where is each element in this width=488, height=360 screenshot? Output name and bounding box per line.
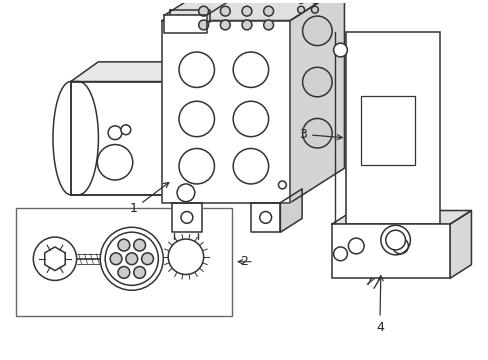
Circle shape xyxy=(263,6,273,16)
Circle shape xyxy=(121,125,130,135)
Circle shape xyxy=(108,126,122,140)
Polygon shape xyxy=(71,82,164,195)
Polygon shape xyxy=(71,62,191,82)
Circle shape xyxy=(333,247,346,261)
Bar xyxy=(361,96,414,165)
Text: 4: 4 xyxy=(375,276,383,334)
Circle shape xyxy=(198,20,208,30)
Circle shape xyxy=(385,230,405,250)
Circle shape xyxy=(142,253,153,265)
Circle shape xyxy=(179,148,214,184)
Circle shape xyxy=(133,239,145,251)
Circle shape xyxy=(233,52,268,87)
Polygon shape xyxy=(280,189,302,232)
Polygon shape xyxy=(290,0,344,203)
Circle shape xyxy=(311,0,318,3)
Circle shape xyxy=(118,239,129,251)
Polygon shape xyxy=(250,203,280,232)
Circle shape xyxy=(263,20,273,30)
Circle shape xyxy=(97,145,132,180)
Bar xyxy=(331,224,449,278)
Circle shape xyxy=(179,52,214,87)
Circle shape xyxy=(297,6,304,13)
Polygon shape xyxy=(162,0,344,21)
Text: 3: 3 xyxy=(299,128,342,141)
Text: 2: 2 xyxy=(240,255,247,268)
Bar xyxy=(346,32,439,224)
Polygon shape xyxy=(164,15,206,33)
Circle shape xyxy=(242,6,251,16)
Circle shape xyxy=(297,0,304,3)
Polygon shape xyxy=(170,10,209,22)
Circle shape xyxy=(302,16,331,46)
Circle shape xyxy=(100,227,163,290)
Circle shape xyxy=(168,239,203,275)
Circle shape xyxy=(242,20,251,30)
Polygon shape xyxy=(449,211,470,278)
Circle shape xyxy=(333,43,346,57)
Circle shape xyxy=(278,181,286,189)
Circle shape xyxy=(302,118,331,148)
Polygon shape xyxy=(162,21,290,203)
Circle shape xyxy=(392,238,407,254)
Circle shape xyxy=(133,266,145,278)
Circle shape xyxy=(302,67,331,97)
Circle shape xyxy=(233,148,268,184)
Circle shape xyxy=(181,212,192,223)
Circle shape xyxy=(259,212,271,223)
Polygon shape xyxy=(164,0,239,15)
Circle shape xyxy=(220,6,230,16)
Circle shape xyxy=(233,101,268,137)
Text: 1: 1 xyxy=(129,183,168,216)
Circle shape xyxy=(311,6,318,13)
Circle shape xyxy=(33,237,77,280)
Circle shape xyxy=(198,6,208,16)
Circle shape xyxy=(125,253,138,265)
Circle shape xyxy=(347,238,364,254)
Circle shape xyxy=(177,184,194,202)
Polygon shape xyxy=(331,211,470,224)
Circle shape xyxy=(110,253,122,265)
Bar xyxy=(16,208,232,316)
Circle shape xyxy=(118,266,129,278)
Polygon shape xyxy=(172,203,201,232)
Circle shape xyxy=(220,20,230,30)
Circle shape xyxy=(179,101,214,137)
Circle shape xyxy=(105,232,158,285)
